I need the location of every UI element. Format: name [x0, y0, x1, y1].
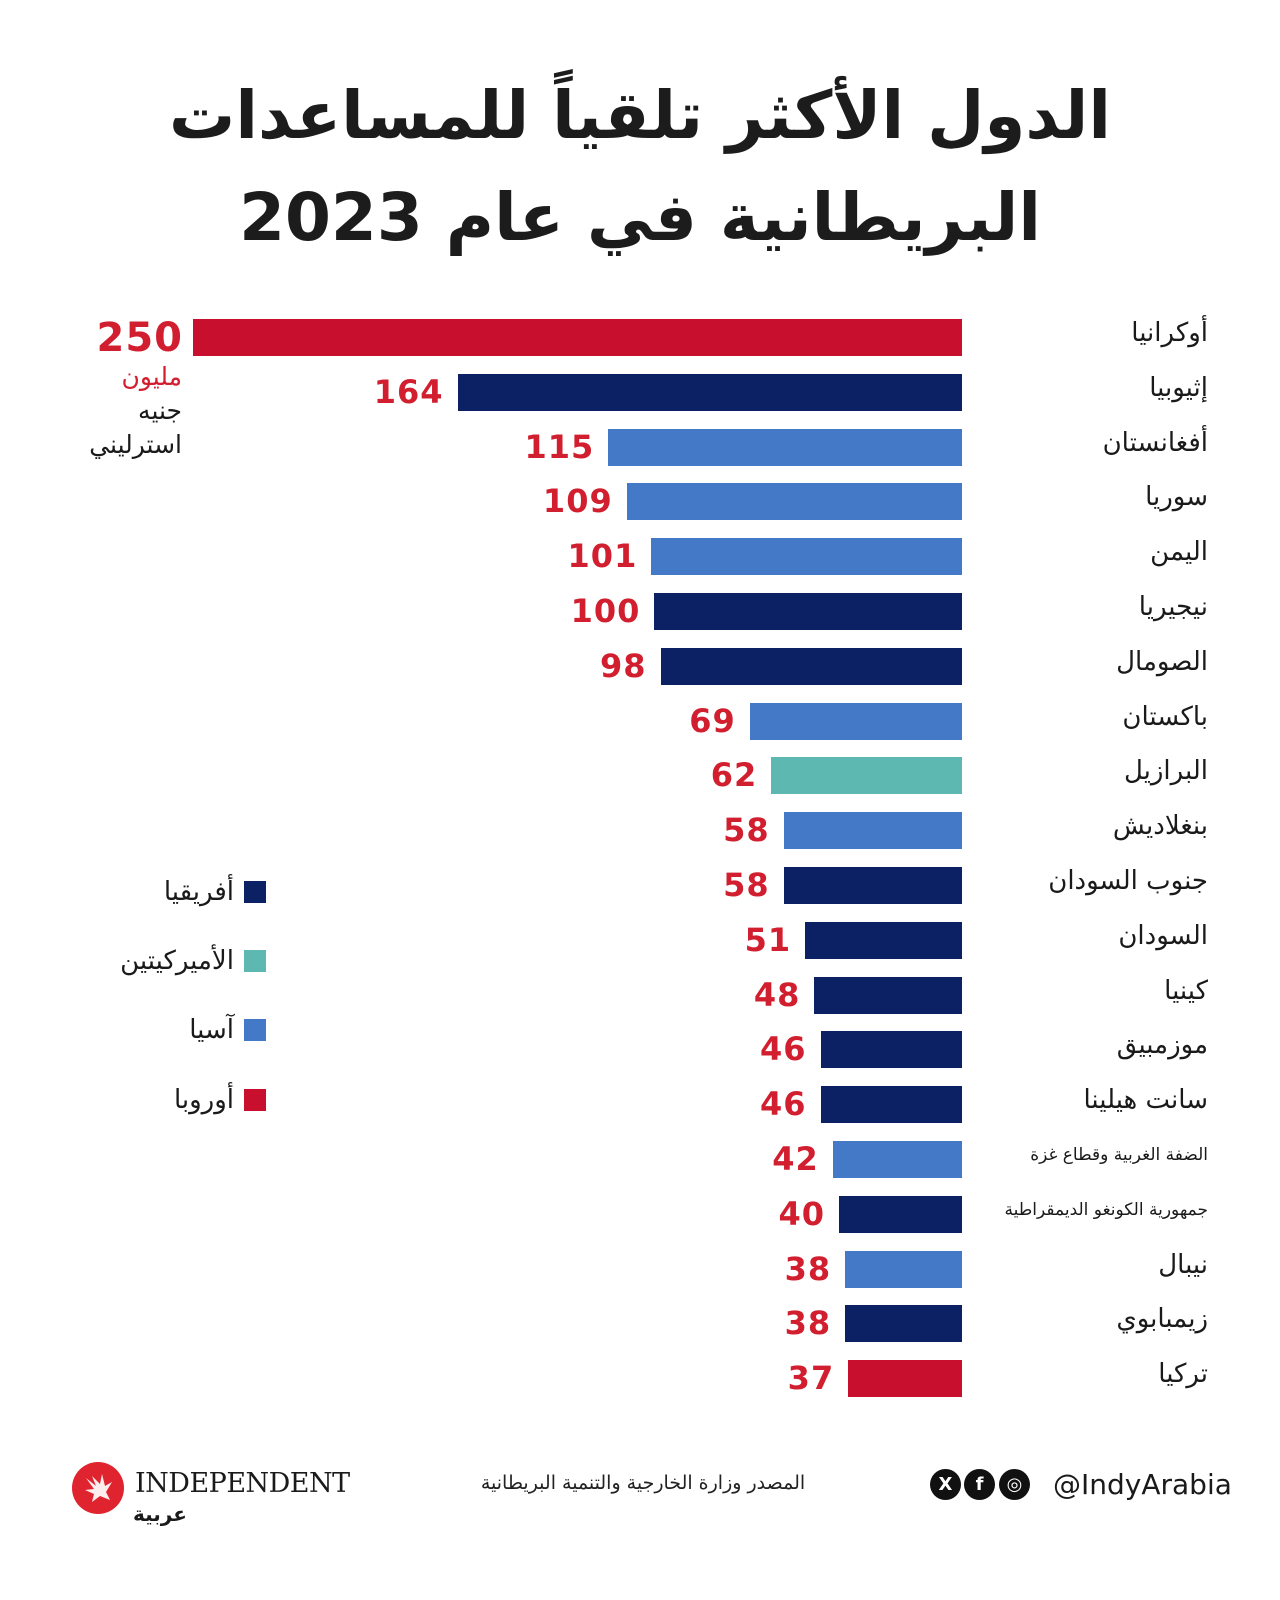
- value-label: 46: [759, 1085, 807, 1124]
- x-glyph: X: [938, 1474, 953, 1495]
- legend-swatch: [244, 950, 266, 972]
- category-label: نيجيريا: [1138, 592, 1208, 622]
- bar: [845, 1250, 962, 1288]
- legend-label: أوروبا: [173, 1085, 234, 1115]
- chart-title-line2: البريطانية في عام 2023: [239, 179, 1041, 256]
- instagram-icon[interactable]: ◎: [999, 1469, 1030, 1500]
- independent-logo-text: INDEPENDENT: [135, 1468, 350, 1499]
- category-label: سانت هيلينا: [1083, 1085, 1208, 1116]
- unit-label-line3: استرليني: [89, 430, 182, 459]
- bar: [814, 976, 962, 1014]
- unit-label-line1: مليون: [121, 362, 183, 391]
- legend-label: الأميركيتين: [120, 946, 234, 976]
- bar: [457, 373, 962, 411]
- category-label: زيمبابوي: [1116, 1304, 1208, 1335]
- bar: [651, 538, 962, 576]
- bar: [193, 319, 962, 356]
- value-label: 101: [567, 537, 638, 576]
- value-label: 58: [723, 866, 770, 904]
- bar: [660, 647, 962, 685]
- category-label: موزمبيق: [1116, 1030, 1208, 1061]
- value-label: 164: [373, 372, 444, 411]
- bar: [654, 593, 962, 630]
- category-label: الصومال: [1116, 646, 1208, 677]
- unit-label: مليون جنيه استرليني: [89, 360, 182, 462]
- category-label: إثيوبيا: [1149, 372, 1208, 403]
- category-label: اليمن: [1150, 537, 1208, 568]
- value-label: 42: [772, 1140, 819, 1178]
- legend-swatch: [244, 1089, 266, 1111]
- category-label: نيبال: [1158, 1249, 1208, 1280]
- bar: [608, 428, 962, 466]
- value-label: 38: [784, 1304, 832, 1343]
- legend-item: أوروبا: [174, 1085, 266, 1115]
- x-icon[interactable]: X: [930, 1469, 961, 1500]
- category-label: جمهورية الكونغو الديمقراطية: [1004, 1199, 1208, 1220]
- unit-label-line2: جنيه: [138, 396, 182, 425]
- category-label: جنوب السودان: [1048, 866, 1208, 896]
- bar: [838, 1195, 962, 1233]
- category-label: سوريا: [1145, 482, 1208, 513]
- bar: [820, 1031, 962, 1069]
- value-label: 37: [787, 1359, 835, 1398]
- category-label: أوكرانيا: [1131, 318, 1208, 348]
- legend-item: آسيا: [189, 1015, 266, 1045]
- legend-label: أفريقيا: [163, 877, 234, 907]
- legend-item: أفريقيا: [164, 877, 266, 907]
- value-label: 109: [542, 482, 613, 521]
- value-label: 48: [753, 975, 801, 1014]
- value-label: 62: [710, 756, 758, 795]
- chart-title-line1: الدول الأكثر تلقياً للمساعدات: [169, 77, 1111, 154]
- value-label: 69: [689, 701, 736, 740]
- category-label: السودان: [1118, 920, 1208, 951]
- category-label: أفغانستان: [1102, 427, 1208, 458]
- value-label: 98: [600, 646, 647, 685]
- category-label: البرازيل: [1123, 756, 1208, 787]
- legend-label: آسيا: [189, 1015, 234, 1045]
- bar: [771, 757, 962, 795]
- bar: [626, 483, 962, 521]
- independent-eagle-logo-icon: [72, 1462, 124, 1514]
- bar: [848, 1360, 962, 1398]
- category-label: كينيا: [1164, 975, 1208, 1006]
- bar: [749, 702, 962, 740]
- bar: [783, 867, 962, 904]
- value-label: 115: [524, 427, 595, 466]
- value-label: 51: [744, 920, 792, 959]
- instagram-glyph: ◎: [1006, 1474, 1023, 1495]
- independent-arabia-logo-text: عربية: [133, 1502, 187, 1526]
- value-label: 58: [723, 811, 770, 850]
- category-label: تركيا: [1158, 1359, 1208, 1390]
- value-label: 100: [570, 592, 641, 630]
- category-label: الضفة الغربية وقطاع غزة: [1030, 1145, 1208, 1165]
- bar: [845, 1305, 962, 1343]
- category-label: باكستان: [1122, 701, 1208, 732]
- facebook-glyph: f: [975, 1474, 984, 1495]
- value-label: 250: [96, 315, 183, 361]
- legend-swatch: [244, 1019, 266, 1041]
- bar: [783, 812, 962, 850]
- value-label: 38: [784, 1249, 832, 1288]
- legend-item: الأميركيتين: [120, 946, 266, 976]
- bar: [832, 1141, 962, 1178]
- bar-chart: 250 أوكرانيا 164 إثيوبيا 115 أفغانستان 109 سوري…: [96, 315, 1208, 1398]
- facebook-icon[interactable]: f: [964, 1469, 995, 1500]
- bar: [805, 921, 962, 959]
- value-label: 40: [778, 1194, 825, 1233]
- legend-swatch: [244, 881, 266, 903]
- category-label: بنغلاديش: [1112, 811, 1208, 842]
- source-note: المصدر وزارة الخارجية والتنمية البريطاني…: [480, 1472, 806, 1494]
- social-handle[interactable]: @IndyArabia: [1053, 1468, 1232, 1501]
- bar: [820, 1086, 962, 1124]
- value-label: 46: [759, 1030, 807, 1069]
